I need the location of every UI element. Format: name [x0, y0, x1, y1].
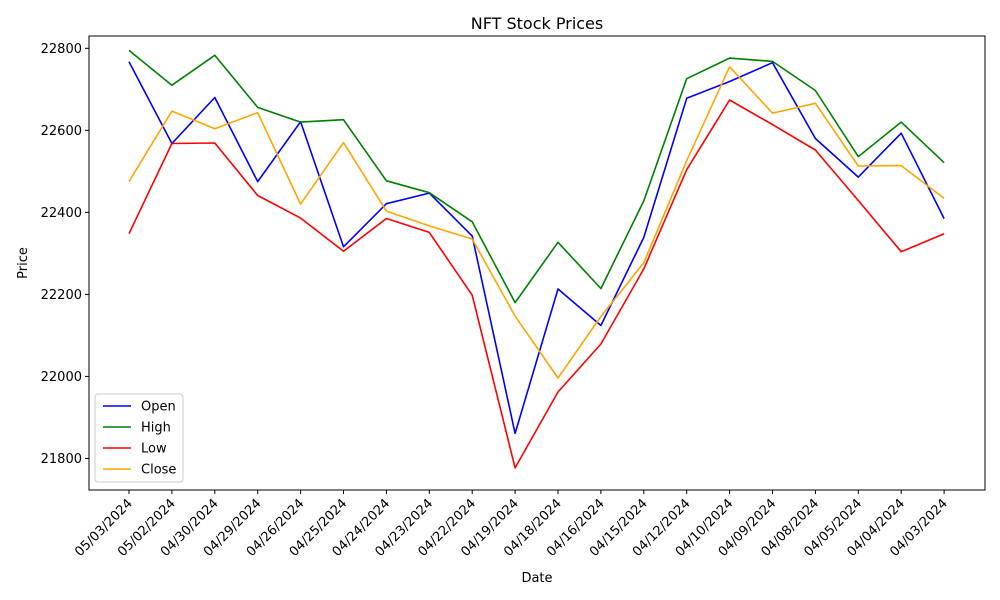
- y-axis: 21800 22000 22200 22400 22600 22800: [41, 42, 89, 467]
- y-tick-label: 22600: [41, 124, 82, 139]
- legend-label-high: High: [141, 421, 171, 436]
- y-tick-label: 21800: [41, 452, 82, 467]
- series-line-high: [128, 49, 945, 304]
- y-axis-label: Price: [16, 247, 31, 279]
- y-tick-label: 22000: [41, 370, 82, 385]
- series-line-open: [128, 61, 945, 435]
- plot-area: [128, 49, 945, 469]
- series-line-low: [128, 99, 945, 469]
- legend: Open High Low Close: [94, 393, 184, 483]
- chart-title: NFT Stock Prices: [471, 14, 603, 33]
- legend-box: [94, 393, 184, 483]
- series-line-close: [128, 66, 945, 379]
- y-tick-label: 22800: [41, 42, 82, 57]
- plot-frame: [88, 35, 986, 491]
- legend-label-open: Open: [141, 400, 176, 415]
- y-tick-label: 22200: [41, 288, 82, 303]
- y-tick-label: 22400: [41, 206, 82, 221]
- x-axis-label: Date: [521, 571, 552, 586]
- legend-label-low: Low: [141, 442, 167, 457]
- legend-label-close: Close: [141, 463, 176, 478]
